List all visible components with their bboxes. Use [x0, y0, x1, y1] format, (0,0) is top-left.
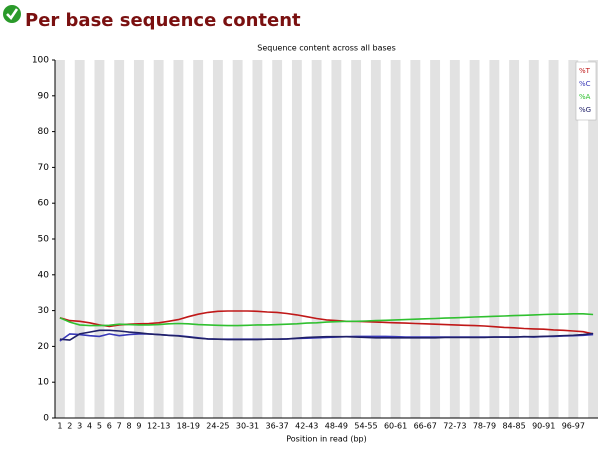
x-tick-label: 7 — [117, 422, 122, 431]
y-tick-label: 60 — [38, 199, 50, 209]
stripe — [370, 60, 381, 418]
stripe — [291, 60, 302, 418]
x-tick-label: 90-91 — [532, 422, 555, 431]
y-tick-label: 50 — [38, 235, 50, 245]
x-tick-label: 3 — [77, 422, 82, 431]
stripe — [331, 60, 342, 418]
y-tick-label: 80 — [38, 127, 50, 137]
stripe — [272, 60, 283, 418]
x-tick-label: 8 — [126, 422, 131, 431]
stripe — [588, 60, 598, 418]
stripe — [212, 60, 223, 418]
x-tick-label: 9 — [136, 422, 141, 431]
stripe — [469, 60, 480, 418]
y-tick-label: 70 — [38, 163, 50, 173]
stripe — [55, 60, 65, 418]
x-tick-label: 96-97 — [562, 422, 585, 431]
series-line — [59, 329, 594, 341]
stripe — [548, 60, 559, 418]
legend-label: %G — [579, 106, 591, 114]
stripe — [509, 60, 520, 418]
x-tick-label: 18-19 — [177, 422, 200, 431]
x-tick-label: 36-37 — [266, 422, 289, 431]
x-tick-label: 1 — [57, 422, 62, 431]
y-tick-label: 100 — [32, 56, 49, 66]
x-tick-label: 2 — [67, 422, 72, 431]
y-tick-label: 90 — [38, 91, 50, 101]
y-tick-label: 20 — [38, 342, 50, 352]
stripe — [232, 60, 243, 418]
stripe — [311, 60, 322, 418]
stripe — [193, 60, 204, 418]
series-line — [59, 310, 594, 335]
ok-check — [6, 8, 19, 21]
x-tick-label: 4 — [87, 422, 92, 431]
x-tick-label: 84-85 — [502, 422, 525, 431]
y-tick-label: 0 — [43, 414, 49, 424]
legend-label: %T — [579, 67, 591, 75]
y-tick-label: 30 — [38, 306, 50, 316]
series-line — [59, 313, 594, 327]
page-title: Per base sequence content — [25, 10, 301, 31]
x-tick-label: 60-61 — [384, 422, 407, 431]
stripe — [114, 60, 125, 418]
y-tick-label: 40 — [38, 270, 50, 280]
stripe — [74, 60, 85, 418]
x-tick-label: 42-43 — [295, 422, 318, 431]
stripe — [133, 60, 144, 418]
stripe — [173, 60, 184, 418]
x-axis-label: Position in read (bp) — [286, 435, 366, 444]
legend-label: %C — [579, 80, 591, 88]
legend-box — [575, 61, 597, 121]
x-tick-label: 24-25 — [206, 422, 229, 431]
y-tick-label: 10 — [38, 378, 50, 388]
x-tick-label: 48-49 — [325, 422, 348, 431]
stripe — [94, 60, 105, 418]
x-tick-label: 30-31 — [236, 422, 259, 431]
x-tick-label: 72-73 — [443, 422, 466, 431]
x-tick-label: 66-67 — [414, 422, 437, 431]
x-tick-label: 12-13 — [147, 422, 170, 431]
stripe — [153, 60, 164, 418]
legend-label: %A — [579, 93, 591, 101]
stripe — [410, 60, 421, 418]
x-tick-label: 54-55 — [354, 422, 377, 431]
stripe — [528, 60, 539, 418]
stripe — [568, 60, 579, 418]
stripe — [390, 60, 401, 418]
x-tick-label: 78-79 — [473, 422, 496, 431]
x-tick-label: 5 — [97, 422, 102, 431]
ok-icon — [3, 5, 21, 23]
stripe — [252, 60, 263, 418]
stripe — [351, 60, 362, 418]
stripe — [430, 60, 441, 418]
stripe — [489, 60, 500, 418]
stripe — [449, 60, 460, 418]
x-tick-label: 6 — [107, 422, 112, 431]
chart-title: Sequence content across all bases — [257, 44, 396, 53]
